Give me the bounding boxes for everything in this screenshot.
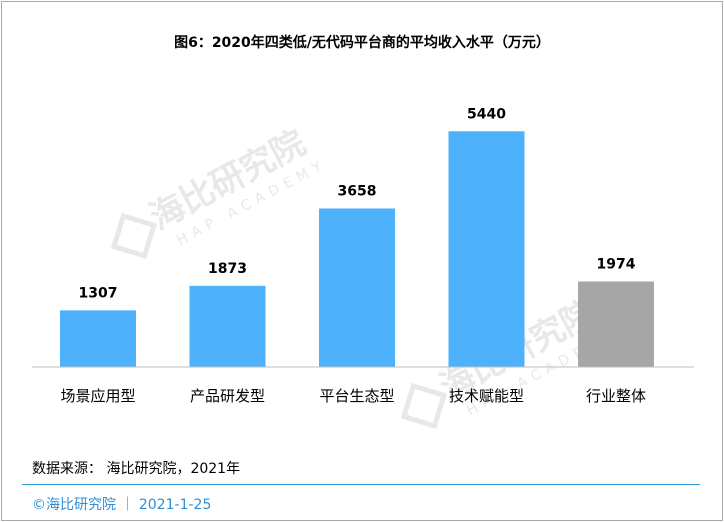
category-label-2: 产品研发型 (190, 387, 265, 405)
chart-title: 图6：2020年四类低/无代码平台商的平均收入水平（万元） (174, 35, 550, 51)
data-label-4: 5440 (467, 106, 506, 122)
data-label-1: 1307 (79, 285, 118, 301)
bar-3 (319, 208, 395, 367)
source-note: 数据来源： 海比研究院，2021年 (32, 461, 241, 477)
data-label-2: 1873 (208, 261, 247, 277)
bar-2 (189, 285, 266, 367)
watermark-logo-icon (110, 212, 158, 260)
data-label-5: 1974 (597, 256, 636, 272)
bars-layer (60, 131, 654, 367)
footer-copyright: ©海比研究院 ｜ 2021-1-25 (32, 497, 212, 513)
bar-4 (448, 131, 525, 367)
footer-divider (22, 484, 700, 485)
category-label-4: 技术赋能型 (449, 387, 524, 405)
bar-1 (60, 310, 136, 367)
labels-layer: 1307 场景应用型 1873 产品研发型 3658 平台生态型 5440 技术赋能型 1974… (60, 106, 646, 405)
bar-5 (578, 281, 654, 367)
watermark-logo-icon (400, 382, 448, 430)
category-label-3: 平台生态型 (319, 387, 394, 405)
category-label-1: 场景应用型 (60, 387, 135, 405)
category-label-5: 行业整体 (586, 387, 646, 405)
data-label-3: 3658 (338, 183, 377, 199)
